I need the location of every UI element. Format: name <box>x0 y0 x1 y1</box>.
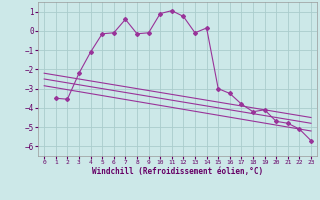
X-axis label: Windchill (Refroidissement éolien,°C): Windchill (Refroidissement éolien,°C) <box>92 167 263 176</box>
